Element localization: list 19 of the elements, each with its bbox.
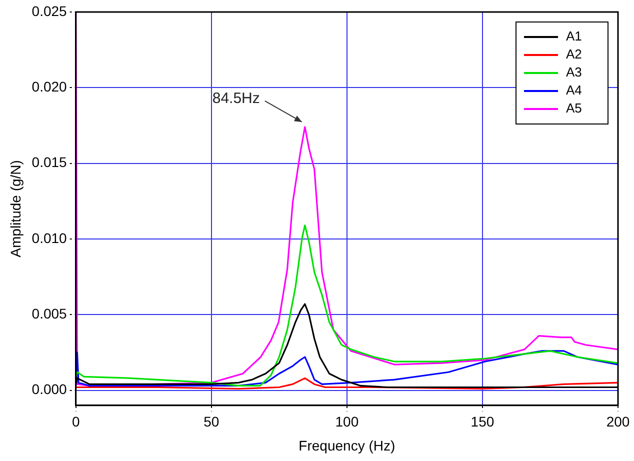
y-tick-label: 0.020 xyxy=(32,78,68,95)
x-tick-label: 0 xyxy=(72,414,80,430)
y-axis-title: Amplitude (g/N) xyxy=(7,160,24,258)
y-tick-label: 0.000 xyxy=(32,381,68,398)
x-tick-label: 100 xyxy=(335,414,359,430)
x-tick-label: 150 xyxy=(470,414,494,430)
annotation: 84.5Hz xyxy=(212,90,260,108)
y-tick-label: 0.025 xyxy=(32,2,68,19)
legend-label: A3 xyxy=(566,64,582,80)
legend-label: A1 xyxy=(566,28,582,44)
x-tick-label: 50 xyxy=(204,414,220,430)
legend-label: A4 xyxy=(566,82,582,98)
x-axis-title: Frequency (Hz) xyxy=(298,437,396,454)
y-tick-label: 0.005 xyxy=(32,305,68,322)
legend-label: A5 xyxy=(566,100,582,116)
y-tick-label: 0.015 xyxy=(32,154,68,170)
x-tick-label: 200 xyxy=(606,414,630,430)
legend-label: A2 xyxy=(566,46,582,62)
y-tick-label: 0.010 xyxy=(32,230,68,246)
